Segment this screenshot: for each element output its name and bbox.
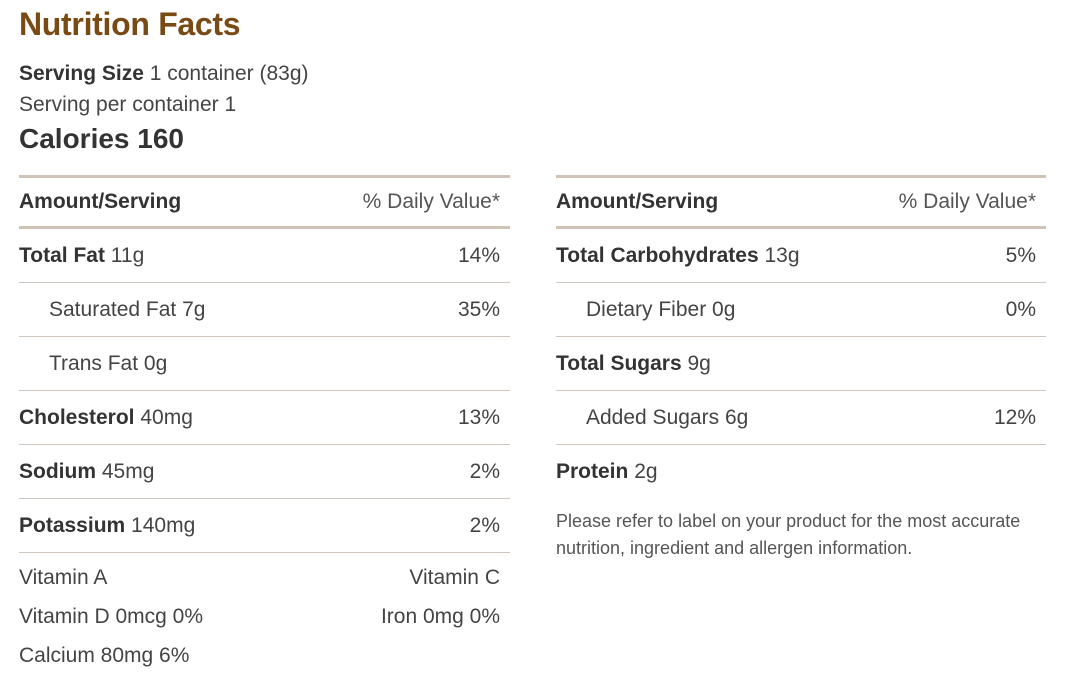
nutrient-row-protein: Protein 2g xyxy=(556,445,1046,499)
column-header: Amount/Serving % Daily Value* xyxy=(556,175,1046,229)
daily-value-header: % Daily Value* xyxy=(362,190,500,213)
nutrient-amount: 7g xyxy=(182,297,206,321)
nutrient-dv: 12% xyxy=(993,405,1036,429)
nutrient-name: Total Fat xyxy=(19,243,105,267)
nutrient-column-right: Amount/Serving % Daily Value* Total Carb… xyxy=(556,175,1046,562)
vitamin-item: Calcium 80mg 6% xyxy=(19,643,190,667)
nutrient-name: Added Sugars xyxy=(586,405,720,429)
nutrient-name: Total Sugars xyxy=(556,351,682,375)
nutrient-dv: 2% xyxy=(469,513,500,537)
servings-per-container: Serving per container 1 xyxy=(19,93,237,116)
vitamin-row: Vitamin D 0mcg 0% Iron 0mg 0% xyxy=(19,597,510,636)
vitamin-item: Iron 0mg 0% xyxy=(380,604,500,628)
nutrient-dv: 2% xyxy=(469,459,500,483)
nutrient-row-dietary-fiber: Dietary Fiber 0g 0% xyxy=(556,283,1046,337)
nutrient-dv: 5% xyxy=(1005,243,1036,267)
nutrient-amount: 11g xyxy=(110,243,145,267)
nutrient-amount: 40mg xyxy=(140,405,193,429)
amount-serving-header: Amount/Serving xyxy=(556,190,719,213)
nutrient-amount: 9g xyxy=(687,351,711,375)
calories: Calories 160 xyxy=(19,123,184,154)
nutrient-row-sodium: Sodium 45mg 2% xyxy=(19,445,510,499)
serving-size-label: Serving Size xyxy=(19,62,144,85)
vitamin-row: Vitamin A Vitamin C xyxy=(19,558,510,597)
nutrient-row-potassium: Potassium 140mg 2% xyxy=(19,499,510,553)
vitamin-row: Calcium 80mg 6% xyxy=(19,636,510,675)
vitamin-item: Vitamin C xyxy=(409,565,500,589)
nutrient-row-total-sugars: Total Sugars 9g xyxy=(556,337,1046,391)
nutrient-name: Sodium xyxy=(19,459,96,483)
vitamin-item: Vitamin A xyxy=(19,565,108,589)
nutrient-amount: 45mg xyxy=(101,459,155,483)
page-title: Nutrition Facts xyxy=(19,6,241,42)
nutrient-row-added-sugars: Added Sugars 6g 12% xyxy=(556,391,1046,445)
nutrient-row-saturated-fat: Saturated Fat 7g 35% xyxy=(19,283,510,337)
nutrient-dv: 35% xyxy=(457,297,500,321)
nutrient-amount: 0g xyxy=(143,351,168,375)
nutrient-name: Saturated Fat xyxy=(49,297,177,321)
column-header: Amount/Serving % Daily Value* xyxy=(19,175,510,229)
serving-size: Serving Size 1 container (83g) xyxy=(19,62,309,86)
nutrient-amount: 6g xyxy=(724,405,749,429)
nutrient-amount: 0g xyxy=(712,297,736,321)
nutrient-name: Potassium xyxy=(19,513,126,537)
nutrient-name: Protein xyxy=(556,460,629,483)
nutrient-dv: 13% xyxy=(457,405,500,429)
nutrient-row-cholesterol: Cholesterol 40mg 13% xyxy=(19,391,510,445)
nutrient-row-total-carbohydrates: Total Carbohydrates 13g 5% xyxy=(556,229,1046,283)
nutrient-row-total-fat: Total Fat 11g 14% xyxy=(19,229,510,283)
nutrient-column-left: Amount/Serving % Daily Value* Total Fat … xyxy=(19,175,510,675)
nutrient-name: Cholesterol xyxy=(19,405,135,429)
nutrient-amount: 13g xyxy=(764,243,800,267)
amount-serving-header: Amount/Serving xyxy=(19,190,182,213)
serving-size-value: 1 container (83g) xyxy=(149,62,309,85)
vitamin-item: Vitamin D 0mcg 0% xyxy=(19,604,204,628)
nutrient-amount: 2g xyxy=(634,460,658,483)
daily-value-header: % Daily Value* xyxy=(898,190,1036,213)
nutrient-dv: 14% xyxy=(457,243,500,267)
disclaimer-note: Please refer to label on your product fo… xyxy=(556,511,1021,558)
nutrient-row-trans-fat: Trans Fat 0g xyxy=(19,337,510,391)
nutrient-name: Trans Fat xyxy=(49,351,139,375)
nutrient-name: Total Carbohydrates xyxy=(556,243,759,267)
nutrient-amount: 140mg xyxy=(131,513,196,537)
nutrient-dv: 0% xyxy=(1005,297,1036,321)
nutrient-name: Dietary Fiber xyxy=(586,297,707,321)
